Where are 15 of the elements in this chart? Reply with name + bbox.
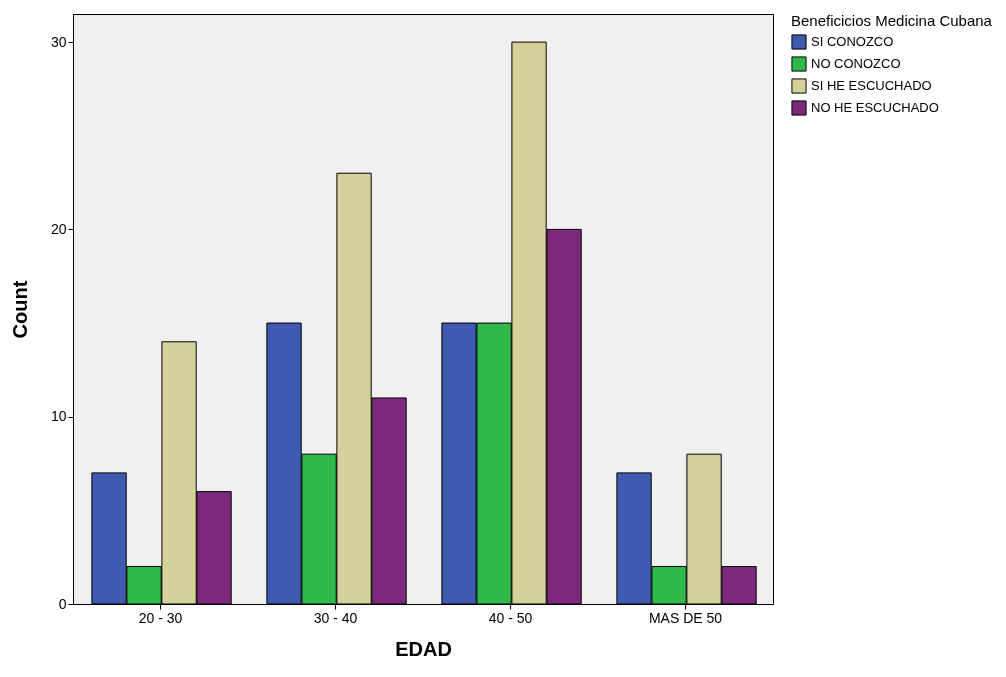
- y-tick-label: 20: [50, 220, 67, 237]
- legend-label: SI HE ESCUCHADO: [811, 78, 932, 93]
- legend-label: NO HE ESCUCHADO: [811, 100, 939, 115]
- y-tick-label: 0: [58, 595, 67, 612]
- legend-title: Beneficicios Medicina Cubana: [791, 12, 993, 29]
- x-tick-label: 40 - 50: [488, 609, 533, 626]
- y-tick-label: 30: [50, 33, 67, 50]
- y-axis-title: Count: [8, 280, 31, 339]
- legend-label: NO CONOZCO: [811, 56, 901, 71]
- x-tick-label: 30 - 40: [313, 609, 358, 626]
- legend-label: SI CONOZCO: [811, 34, 894, 49]
- x-tick-label: MAS DE 50: [648, 609, 723, 626]
- y-tick-label: 10: [50, 408, 67, 425]
- x-axis-title: EDAD: [395, 637, 452, 660]
- x-tick-label: 20 - 30: [138, 609, 183, 626]
